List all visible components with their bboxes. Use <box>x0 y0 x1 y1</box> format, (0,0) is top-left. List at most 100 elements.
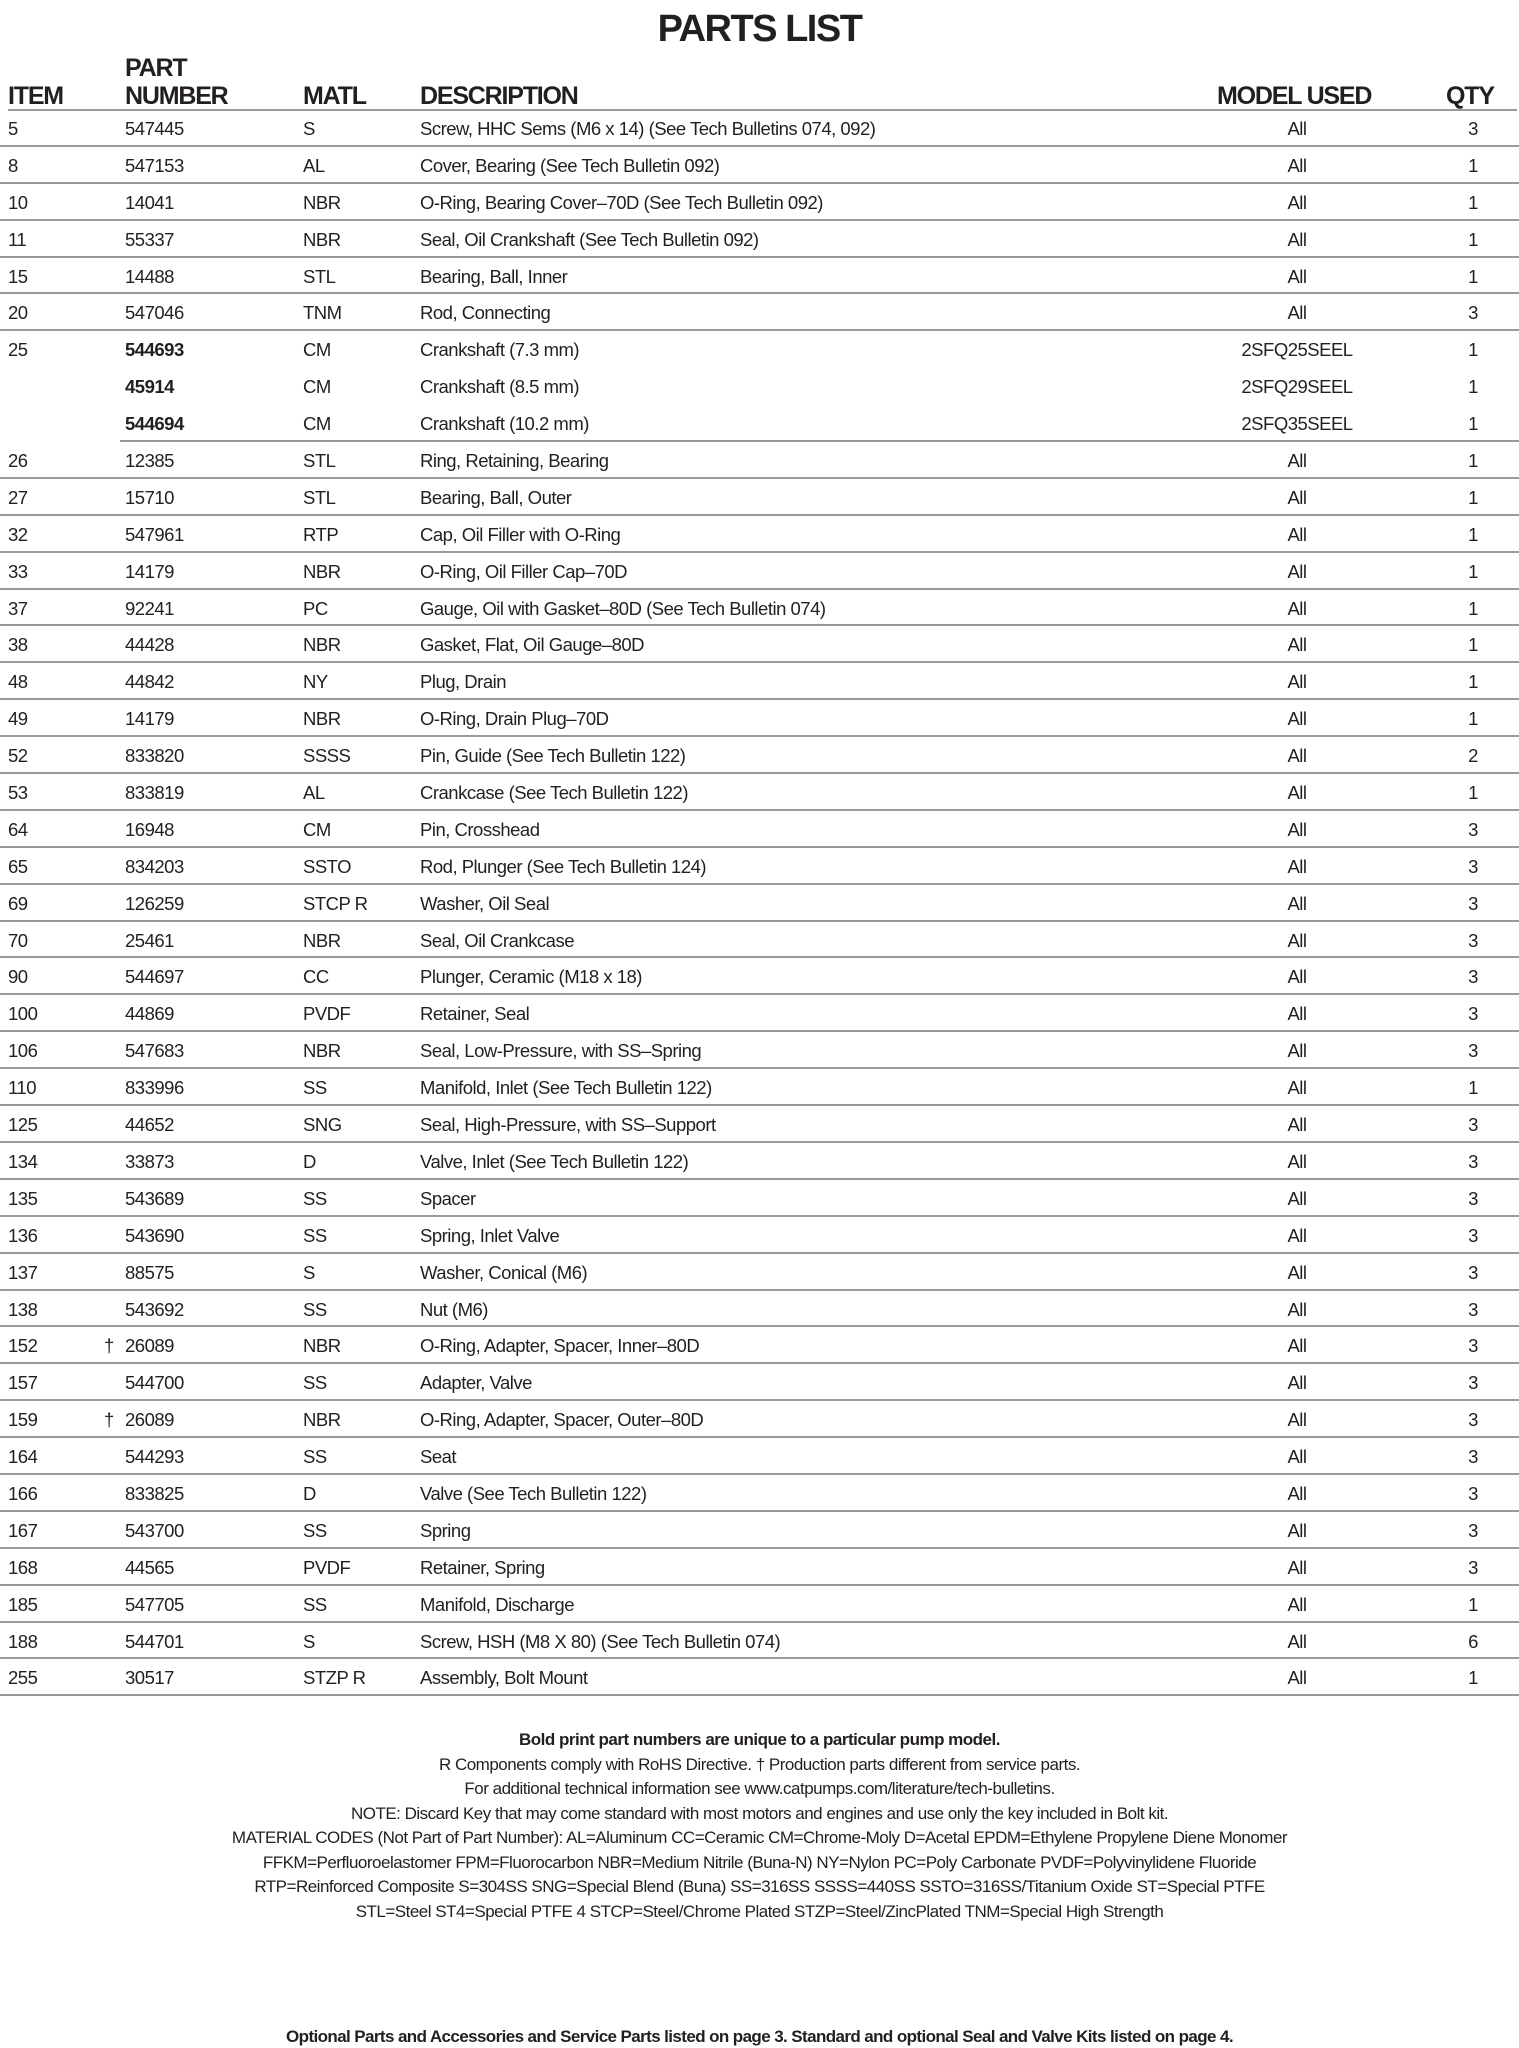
description-cell: Crankshaft (10.2 mm) <box>420 413 589 435</box>
material-cell: STL <box>303 265 336 287</box>
material-cell: NBR <box>303 1335 341 1357</box>
table-row: 134 33873 D Valve, Inlet (See Tech Bulletin… <box>0 1143 1519 1180</box>
qty-cell: 1 <box>1468 154 1478 176</box>
qty-cell: 3 <box>1468 1114 1478 1136</box>
table-row: 135 543689 SS Spacer All 3 <box>0 1180 1519 1217</box>
description-cell: O-Ring, Adapter, Spacer, Outer–80D <box>420 1409 704 1431</box>
header-description: DESCRIPTION <box>420 82 579 110</box>
table-row: 106 547683 NBR Seal, Low-Pressure, with SS–… <box>0 1032 1519 1070</box>
description-cell: Screw, HHC Sems (M6 x 14) (See Tech Bull… <box>420 118 876 139</box>
qty-cell: 1 <box>1468 597 1478 619</box>
model-cell: All <box>1287 708 1307 730</box>
part-number-cell: 16948 <box>125 818 174 840</box>
model-cell: All <box>1287 228 1307 250</box>
material-cell: S <box>303 1261 315 1283</box>
item-cell: 137 <box>8 1261 38 1283</box>
description-cell: Seal, Oil Crankshaft (See Tech Bulletin … <box>420 228 759 250</box>
model-cell: All <box>1287 1556 1307 1578</box>
description-cell: O-Ring, Adapter, Spacer, Inner–80D <box>420 1335 700 1357</box>
description-cell: Seal, Oil Crankcase <box>420 929 574 951</box>
model-cell: All <box>1287 118 1307 139</box>
tech-note: For additional technical information see… <box>464 1779 1055 1798</box>
description-cell: Bearing, Ball, Inner <box>420 265 568 287</box>
description-cell: Gasket, Flat, Oil Gauge–80D <box>420 634 645 656</box>
part-number-cell: 547961 <box>125 523 184 545</box>
item-cell: 64 <box>8 818 28 840</box>
model-cell: All <box>1287 929 1307 951</box>
qty-cell: 1 <box>1468 1593 1478 1615</box>
description-cell: Spring, Inlet Valve <box>420 1224 560 1246</box>
part-number-cell: 26089 <box>125 1335 174 1357</box>
part-number-cell: 544700 <box>125 1372 184 1394</box>
description-cell: Pin, Guide (See Tech Bulletin 122) <box>420 745 686 767</box>
part-number-cell: 547683 <box>125 1040 184 1062</box>
part-number-cell: 55337 <box>125 228 174 250</box>
description-cell: Retainer, Seal <box>420 1003 530 1025</box>
model-cell: All <box>1287 818 1307 840</box>
description-cell: Rod, Plunger (See Tech Bulletin 124) <box>420 855 707 877</box>
model-cell: All <box>1287 892 1307 914</box>
description-cell: Plunger, Ceramic (M18 x 18) <box>420 966 642 988</box>
item-cell: 110 <box>8 1077 37 1099</box>
description-cell: Washer, Conical (M6) <box>420 1261 588 1283</box>
description-cell: Pin, Crosshead <box>420 818 540 840</box>
dagger-mark: † <box>104 1335 114 1357</box>
qty-cell: 1 <box>1468 560 1478 582</box>
description-cell: Spring <box>420 1519 471 1541</box>
qty-cell: 3 <box>1468 1482 1478 1504</box>
material-cell: SS <box>303 1372 327 1394</box>
description-cell: Rod, Connecting <box>420 302 551 324</box>
part-number-cell: 544701 <box>125 1630 184 1652</box>
material-cell: D <box>303 1482 316 1504</box>
item-cell: 5 <box>8 118 18 139</box>
part-number-cell: 544697 <box>125 966 184 988</box>
material-cell: STZP R <box>303 1667 366 1689</box>
table-row: 20 547046 TNM Rod, Connecting All 3 <box>0 294 1519 332</box>
model-cell: All <box>1287 486 1307 508</box>
part-number-cell: 44869 <box>125 1003 174 1025</box>
table-row: 65 834203 SSTO Rod, Plunger (See Tech Bulle… <box>0 848 1519 885</box>
part-number-cell: 30517 <box>125 1667 174 1689</box>
item-cell: 159 <box>8 1409 38 1431</box>
table-row: 544694 CM Crankshaft (10.2 mm) 2SFQ35SEEL 1 <box>120 405 1519 443</box>
item-cell: 164 <box>8 1446 38 1468</box>
table-row: 255 30517 STZP R Assembly, Bolt Mount All 1 <box>0 1659 1519 1697</box>
part-number-cell: 14488 <box>125 265 174 287</box>
model-cell: All <box>1287 671 1307 693</box>
model-cell: 2SFQ35SEEL <box>1241 413 1353 435</box>
qty-cell: 1 <box>1468 486 1478 508</box>
model-cell: All <box>1287 1482 1307 1504</box>
qty-cell: 3 <box>1468 1298 1478 1320</box>
header-matl: MATL <box>303 82 367 110</box>
dagger-mark: † <box>104 1409 114 1431</box>
material-cell: TNM <box>303 302 342 324</box>
material-cell: SS <box>303 1298 327 1320</box>
qty-cell: 3 <box>1468 929 1478 951</box>
model-cell: All <box>1287 1040 1307 1062</box>
item-cell: 100 <box>8 1003 38 1025</box>
qty-cell: 1 <box>1468 228 1478 250</box>
table-row: 45914 CM Crankshaft (8.5 mm) 2SFQ29SEEL 1 <box>120 368 1519 405</box>
item-cell: 8 <box>8 154 18 176</box>
item-cell: 10 <box>8 191 28 213</box>
table-row: 52 833820 SSSS Pin, Guide (See Tech Bulleti… <box>0 737 1519 775</box>
description-cell: Assembly, Bolt Mount <box>420 1667 588 1689</box>
qty-cell: 6 <box>1468 1630 1478 1652</box>
table-row: 10 14041 NBR O-Ring, Bearing Cover–70D (See… <box>0 184 1519 221</box>
qty-cell: 1 <box>1468 634 1478 656</box>
qty-cell: 3 <box>1468 302 1478 324</box>
key-note: NOTE: Discard Key that may come standard… <box>350 1803 1169 1823</box>
qty-cell: 1 <box>1468 708 1478 730</box>
part-number-cell: 547705 <box>125 1593 184 1615</box>
item-cell: 138 <box>8 1298 38 1320</box>
material-codes-4: STL=Steel ST4=Special PTFE 4 STCP=Steel/… <box>355 1901 1164 1921</box>
description-cell: O-Ring, Bearing Cover–70D (See Tech Bull… <box>420 191 823 213</box>
item-cell: 188 <box>8 1630 38 1652</box>
qty-cell: 1 <box>1468 671 1478 693</box>
item-cell: 255 <box>8 1667 38 1689</box>
model-cell: All <box>1287 1335 1307 1357</box>
table-row: 49 14179 NBR O-Ring, Drain Plug–70D All 1 <box>0 700 1519 738</box>
qty-cell: 3 <box>1468 1446 1478 1468</box>
item-cell: 185 <box>8 1593 38 1615</box>
material-cell: S <box>303 118 315 139</box>
